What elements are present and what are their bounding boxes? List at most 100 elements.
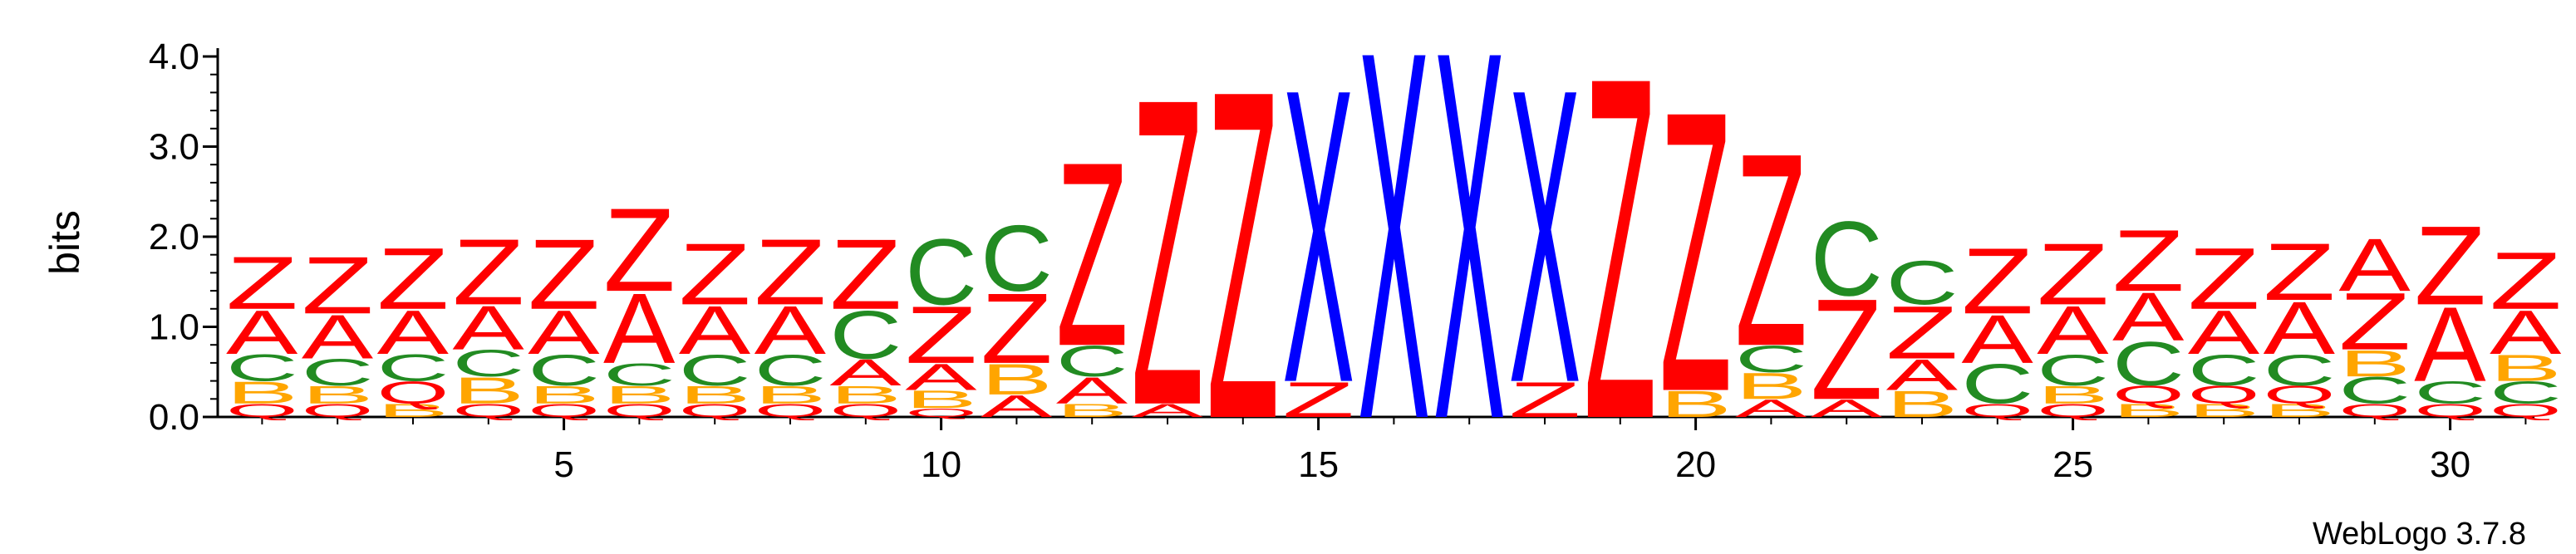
logo-letter-Z-pos-9: Z: [829, 218, 902, 331]
logo-letter-Z-pos-19: Z: [1584, 0, 1656, 521]
logo-letter-B-pos-28: B: [2264, 400, 2336, 420]
logo-letter-Q-pos-6: Q: [603, 400, 676, 421]
weblogo-version-label: WebLogo 3.7.8: [2313, 517, 2526, 552]
logo-stacks: QBCAZQBCAZBQCAZQBCAZQBCAZQBCAZQBCAZQBCAZ…: [226, 0, 2562, 528]
logo-letter-Z-pos-27: Z: [2188, 230, 2260, 328]
logo-letter-A-pos-24: A: [1961, 302, 2033, 378]
logo-letter-X-pos-18: X: [1509, 2, 1581, 471]
y-axis-title: bits: [42, 210, 88, 275]
logo-letter-B-pos-3: B: [377, 400, 450, 420]
logo-letter-Q-pos-2: Q: [302, 400, 374, 421]
x-tick-label: 25: [2052, 444, 2093, 485]
logo-letter-B-pos-23: B: [1886, 383, 1959, 425]
logo-letter-A-pos-22: A: [1811, 395, 1883, 423]
logo-letter-C-pos-29: C: [2338, 370, 2411, 411]
logo-letter-Q-pos-27: Q: [2188, 381, 2260, 409]
logo-letter-Q-pos-5: Q: [528, 400, 600, 421]
logo-letter-B-pos-5: B: [528, 381, 600, 409]
logo-letter-A-pos-30: A: [2414, 285, 2485, 404]
logo-letter-B-pos-9: B: [829, 381, 902, 409]
logo-letter-Z-pos-3: Z: [377, 230, 450, 328]
logo-letter-Z-pos-31: Z: [2490, 236, 2562, 326]
y-tick-label: 1.0: [149, 307, 199, 348]
logo-letter-A-pos-25: A: [2037, 292, 2109, 369]
logo-letter-C-pos-12: C: [1056, 336, 1128, 385]
logo-letter-A-pos-1: A: [226, 298, 298, 368]
logo-letter-Q-pos-24: Q: [1961, 400, 2033, 421]
logo-letter-C-pos-3: C: [377, 347, 450, 389]
logo-letter-C-pos-5: C: [528, 346, 600, 395]
logo-letter-A-pos-8: A: [755, 292, 827, 369]
x-tick-label: 15: [1298, 444, 1339, 485]
logo-letter-Z-pos-18: Z: [1509, 372, 1581, 428]
logo-letter-C-pos-24: C: [1961, 353, 2033, 416]
x-axis: 5 10 15 20 25 30: [218, 415, 2534, 485]
logo-letter-A-pos-12: A: [1056, 370, 1128, 412]
logo-letter-C-pos-4: C: [452, 343, 524, 385]
logo-letter-Q-pos-29: Q: [2338, 400, 2411, 421]
logo-letter-Q-pos-3: Q: [377, 375, 450, 410]
logo-letter-B-pos-6: B: [603, 381, 676, 409]
logo-letter-X-pos-15: X: [1282, 2, 1354, 471]
logo-letter-Q-pos-30: Q: [2414, 400, 2486, 421]
logo-letter-C-pos-23: C: [1886, 248, 1959, 318]
logo-letter-A-pos-23: A: [1886, 350, 1958, 399]
logo-letter-B-pos-12: B: [1056, 400, 1128, 420]
y-axis: 0.0 1.0 2.0 3.0 4.0: [149, 37, 219, 438]
logo-letter-A-pos-26: A: [2112, 279, 2185, 355]
y-tick-label: 0.0: [149, 397, 199, 438]
logo-letter-A-pos-13: A: [1132, 400, 1203, 421]
logo-letter-B-pos-29: B: [2338, 342, 2411, 385]
logo-letter-Z-pos-22: Z: [1811, 269, 1883, 430]
logo-letter-C-pos-21: C: [1735, 338, 1807, 380]
logo-letter-C-pos-26: C: [2112, 329, 2185, 399]
x-tick-label: 20: [1675, 444, 1716, 485]
logo-letter-Q-pos-4: Q: [452, 400, 524, 421]
logo-letter-B-pos-1: B: [226, 375, 298, 410]
logo-letter-B-pos-11: B: [981, 355, 1053, 404]
logo-letter-B-pos-21: B: [1735, 365, 1807, 407]
logo-letter-C-pos-1: C: [226, 347, 298, 389]
logo-letter-A-pos-21: A: [1735, 395, 1807, 423]
logo-letter-Q-pos-7: Q: [679, 400, 751, 421]
logo-letter-X-pos-16: X: [1358, 0, 1430, 528]
logo-letter-Q-pos-26: Q: [2112, 381, 2185, 409]
logo-letter-B-pos-10: B: [905, 385, 977, 414]
logo-letter-Z-pos-15: Z: [1282, 372, 1354, 428]
y-tick-label: 4.0: [149, 37, 199, 77]
logo-letter-C-pos-8: C: [755, 346, 827, 395]
logo-letter-B-pos-8: B: [755, 381, 827, 409]
logo-letter-Z-pos-30: Z: [2414, 203, 2486, 328]
logo-letter-Z-pos-21: Z: [1735, 96, 1807, 404]
logo-letter-Z-pos-23: Z: [1886, 291, 1959, 375]
logo-letter-Q-pos-10: Q: [905, 405, 977, 419]
x-tick-label: 5: [553, 444, 573, 485]
x-tick-label: 10: [921, 444, 961, 485]
logo-letter-Z-pos-11: Z: [981, 272, 1053, 385]
logo-letter-C-pos-30: C: [2414, 375, 2486, 409]
logo-letter-A-pos-27: A: [2188, 298, 2260, 368]
logo-letter-B-pos-7: B: [679, 381, 751, 409]
logo-letter-C-pos-27: C: [2188, 346, 2260, 395]
logo-letter-C-pos-6: C: [603, 357, 676, 392]
y-tick-label: 2.0: [149, 217, 199, 257]
logo-letter-Z-pos-1: Z: [226, 242, 298, 326]
logo-letter-Q-pos-9: Q: [829, 400, 902, 421]
logo-letter-Z-pos-10: Z: [905, 290, 977, 380]
y-tick-label: 3.0: [149, 127, 199, 168]
logo-letter-Z-pos-20: Z: [1659, 28, 1732, 476]
logo-letter-A-pos-31: A: [2490, 298, 2562, 368]
x-tick-label: 30: [2430, 444, 2470, 485]
logo-letter-A-pos-6: A: [603, 272, 676, 385]
logo-letter-Z-pos-4: Z: [452, 220, 524, 325]
logo-letter-A-pos-2: A: [302, 302, 374, 372]
logo-letter-C-pos-22: C: [1811, 200, 1883, 318]
logo-letter-Z-pos-5: Z: [528, 218, 600, 331]
logo-letter-B-pos-20: B: [1659, 383, 1732, 425]
logo-letter-Z-pos-24: Z: [1961, 229, 2033, 334]
logo-letter-Z-pos-13: Z: [1132, 7, 1204, 497]
logo-letter-Q-pos-25: Q: [2037, 400, 2109, 421]
logo-letter-Z-pos-2: Z: [302, 240, 374, 331]
logo-letter-Z-pos-25: Z: [2037, 225, 2109, 323]
